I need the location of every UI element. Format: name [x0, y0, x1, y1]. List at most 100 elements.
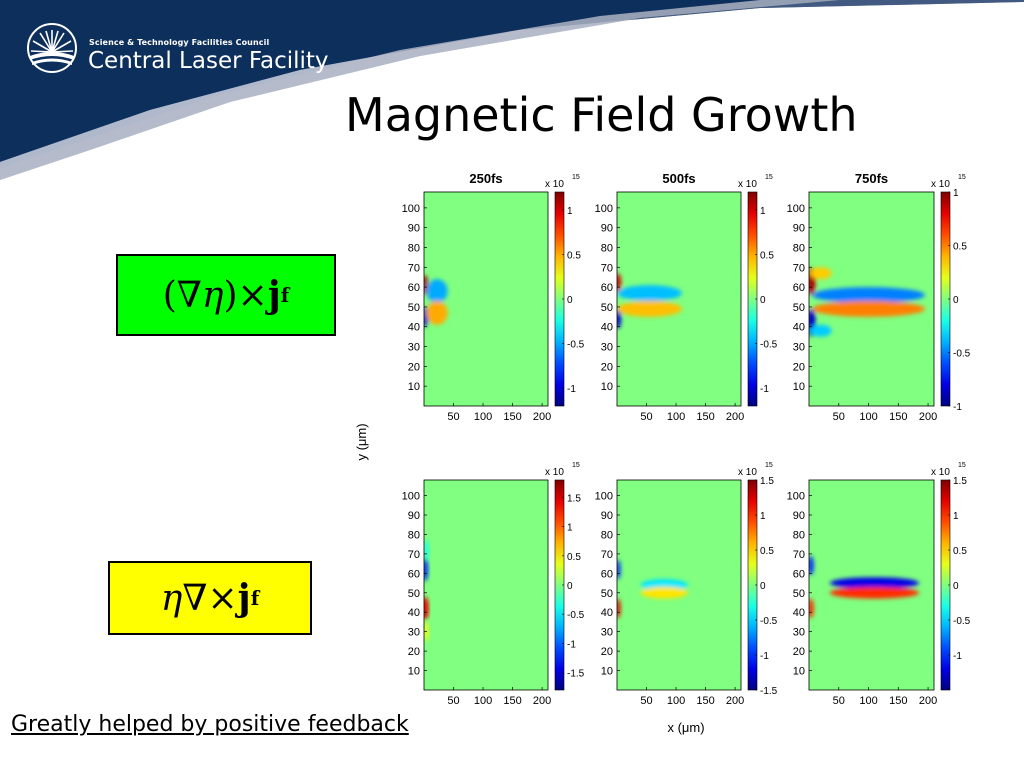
colorbar-tick-label: -1 [953, 651, 962, 662]
y-tick-label: 100 [595, 203, 613, 215]
y-tick-label: 90 [408, 510, 420, 522]
field-feature [617, 308, 622, 329]
y-tick-label: 80 [601, 242, 613, 254]
field-feature [617, 273, 622, 294]
heatmap-field-layer [809, 555, 920, 619]
colorbar-tick-label: -0.5 [760, 340, 778, 351]
y-tick-label: 30 [408, 627, 420, 639]
y-tick-label: 90 [793, 223, 805, 235]
y-tick-label: 50 [408, 588, 420, 600]
y-tick-label: 80 [793, 529, 805, 541]
x-tick-label: 200 [919, 695, 937, 707]
heatmap-panel: 10 20 30 40 50 60 70 80 90 100 50 100 150 200 1.5 1 0.5 0… [402, 462, 585, 707]
y-tick-label: 50 [601, 302, 613, 314]
y-tick-label: 90 [601, 510, 613, 522]
y-tick-label: 40 [408, 607, 420, 619]
field-feature [810, 324, 832, 337]
field-feature [426, 300, 448, 325]
colorbar-tick-label: 1 [760, 206, 766, 217]
y-tick-label: 80 [408, 529, 420, 541]
equation-eta-symbol: η [160, 577, 183, 619]
colorbar-tick-label: 1 [567, 206, 573, 217]
panel-frame [423, 191, 549, 407]
colorbar-tick-label: 0 [760, 295, 766, 306]
field-feature [811, 287, 926, 303]
x-tick-label: 200 [726, 411, 744, 423]
x-tick-label: 50 [640, 411, 652, 423]
y-tick-label: 40 [793, 607, 805, 619]
colorbar-exponent-label: x 10 [931, 179, 950, 190]
colorbar-tick-label: -1 [760, 384, 769, 395]
colorbar-tick-label: 0 [953, 295, 959, 306]
y-tick-label: 10 [408, 381, 420, 393]
colorbar-exponent-label: x 10 [545, 179, 564, 190]
colorbar-tick-label: -1 [567, 639, 576, 650]
x-tick-label: 150 [696, 411, 714, 423]
x-tick-label: 50 [833, 695, 845, 707]
x-tick-label: 200 [533, 411, 551, 423]
colorbar-tick-label: -0.5 [760, 616, 778, 627]
colorbar-exponent-label: x 10 [545, 467, 564, 478]
y-tick-label: 20 [793, 646, 805, 658]
x-tick-label: 100 [859, 695, 877, 707]
equation-nabla-symbol: ∇ [182, 577, 208, 619]
x-tick-label: 200 [533, 695, 551, 707]
y-tick-label: 10 [793, 666, 805, 678]
x-tick-label: 150 [696, 695, 714, 707]
equation-times-symbol: × [207, 577, 238, 619]
colorbar-tick-label: 0 [567, 295, 573, 306]
colorbar-tick-label: -1.5 [567, 669, 585, 680]
y-tick-label: 30 [601, 627, 613, 639]
colorbar-exponent-power: 15 [765, 174, 773, 181]
field-feature [617, 559, 621, 580]
colorbar-tick-label: 0.5 [567, 552, 581, 563]
y-tick-label: 90 [408, 223, 420, 235]
colorbar-tick-label: 0 [760, 581, 766, 592]
y-tick-label: 70 [601, 262, 613, 274]
colorbar-tick-label: 0.5 [760, 546, 774, 557]
colorbar-exponent-label: x 10 [931, 467, 950, 478]
y-tick-label: 70 [601, 549, 613, 561]
y-tick-label: 60 [408, 568, 420, 580]
panel-frame [616, 191, 742, 407]
x-tick-label: 200 [919, 411, 937, 423]
field-feature [617, 300, 682, 317]
panel-title: 500fs [662, 171, 695, 186]
footnote-text: Greatly helped by positive feedback [11, 712, 409, 737]
y-tick-label: 10 [601, 666, 613, 678]
x-tick-label: 200 [726, 695, 744, 707]
x-axis-label: x (μm) [667, 720, 704, 735]
x-tick-label: 100 [667, 411, 685, 423]
heatmap-panel: 10 20 30 40 50 60 70 80 90 100 50 100 150 200 1.5 1 0.5 0… [787, 462, 971, 707]
equation-f-subscript: f [280, 283, 290, 307]
colorbar-tick-label: 0.5 [953, 242, 967, 253]
y-tick-label: 10 [601, 381, 613, 393]
y-tick-label: 10 [793, 381, 805, 393]
colorbar-tick-label: 1.5 [567, 494, 581, 505]
panel-frame [808, 479, 935, 691]
colorbar-tick-label: -1 [953, 402, 962, 413]
facility-name: Central Laser Facility [88, 48, 329, 74]
y-tick-label: 80 [601, 529, 613, 541]
y-tick-label: 30 [408, 342, 420, 354]
x-tick-label: 150 [503, 695, 521, 707]
heatmap-panel: 10 20 30 40 50 60 70 80 90 100 50 100 150 200 1.5 1 0.5 0… [595, 462, 778, 707]
organization-name: Science & Technology Facilities Council [89, 38, 270, 47]
colorbar-tick-label: -1 [567, 384, 576, 395]
heatmap-background [424, 480, 548, 690]
y-tick-label: 100 [402, 203, 420, 215]
y-tick-label: 30 [793, 627, 805, 639]
field-feature [810, 267, 832, 280]
panel-frame [423, 479, 549, 691]
y-tick-label: 40 [601, 322, 613, 334]
y-tick-label: 50 [408, 302, 420, 314]
field-feature [617, 598, 621, 619]
colorbar-exponent-label: x 10 [738, 179, 757, 190]
colorbar-exponent-power: 15 [958, 174, 966, 181]
x-tick-label: 100 [859, 411, 877, 423]
y-tick-label: 10 [408, 666, 420, 678]
slide-title: Magnetic Field Growth [345, 88, 858, 142]
colorbar-exponent-power: 15 [958, 462, 966, 469]
